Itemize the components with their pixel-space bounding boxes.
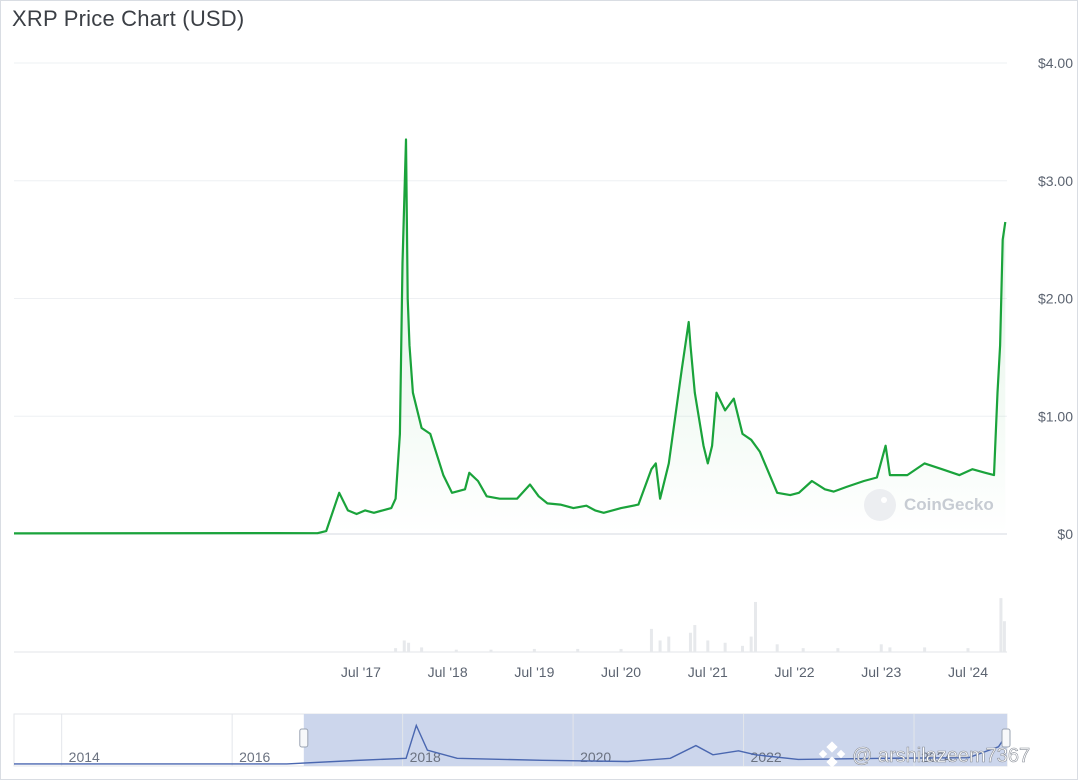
price-line[interactable] [13, 138, 1007, 535]
volume-bar [576, 648, 580, 652]
volume-bar [740, 645, 744, 652]
volume-bar [723, 642, 727, 652]
volume-bar [966, 648, 970, 652]
navigator-left-handle[interactable] [299, 728, 309, 748]
navigator-selected-range [303, 714, 1007, 766]
x-tick-label: Jul '24 [948, 664, 988, 680]
volume-bar [693, 625, 697, 652]
grid-lines [14, 62, 1007, 653]
x-tick-label: Jul '17 [341, 664, 381, 680]
volume-bar [749, 636, 753, 652]
volume-bar [658, 640, 662, 652]
volume-bar [1002, 621, 1006, 652]
volume-bar [923, 647, 927, 652]
volume-bar [879, 644, 883, 652]
volume-bar [999, 598, 1003, 652]
x-tick-label: Jul '21 [688, 664, 728, 680]
navigator-tick-label: 2016 [239, 749, 270, 765]
y-tick-label: $3.00 [1038, 173, 1073, 189]
overlay-watermark-text: @ arshilazeem7367 [852, 745, 1030, 767]
y-tick-label: $0 [1057, 526, 1073, 542]
navigator-tick-label: 2018 [410, 749, 441, 765]
navigator-tick-label: 2024 [921, 749, 952, 765]
volume-bar [667, 636, 671, 652]
overlay-watermark: @ arshilazeem7367 [818, 741, 1030, 768]
y-axis-ticks: $4.00 $3.00 $2.00 $1.00 $0 [1038, 55, 1073, 542]
navigator-line [14, 723, 1008, 765]
volume-bar [801, 648, 805, 652]
volume-bar [454, 649, 458, 652]
volume-bar [489, 649, 493, 652]
x-tick-label: Jul '23 [861, 664, 901, 680]
y-tick-label: $4.00 [1038, 55, 1073, 71]
chart-title: XRP Price Chart (USD) [12, 6, 245, 31]
volume-bar [753, 601, 757, 652]
volume-bar [706, 640, 710, 652]
volume-bar [888, 647, 892, 652]
navigator-tick-label: 2020 [580, 749, 611, 765]
coingecko-watermark: CoinGecko [864, 489, 994, 521]
x-axis-ticks: Jul '17 Jul '18 Jul '19 Jul '20 Jul '21 Jul '… [341, 664, 988, 680]
volume-bar [688, 632, 692, 652]
volume-bar [394, 648, 398, 652]
price-area [14, 139, 1006, 534]
y-tick-label: $2.00 [1038, 291, 1073, 307]
volume-bar [420, 647, 424, 652]
volume-bar [407, 642, 411, 652]
coingecko-logo-icon [864, 489, 896, 521]
navigator-tick-label: 2022 [751, 749, 782, 765]
x-tick-label: Jul '20 [601, 664, 641, 680]
binance-logo-icon [818, 741, 846, 768]
volume-bar [532, 648, 536, 652]
x-tick-label: Jul '19 [514, 664, 554, 680]
volume-bar [619, 648, 623, 652]
volume-bars [394, 598, 1006, 652]
volume-bar [402, 640, 406, 652]
x-tick-label: Jul '22 [775, 664, 815, 680]
volume-bar [649, 628, 653, 652]
y-tick-label: $1.00 [1038, 408, 1073, 424]
coingecko-eye-icon [881, 497, 887, 503]
price-line-series[interactable] [13, 138, 1007, 535]
coingecko-label: CoinGecko [904, 495, 994, 514]
navigator-tick-label: 2014 [69, 749, 100, 765]
navigator-right-handle[interactable] [1001, 728, 1011, 748]
x-tick-label: Jul '18 [428, 664, 468, 680]
volume-bar [836, 648, 840, 652]
price-area-fill [14, 139, 1006, 534]
volume-bar [775, 644, 779, 652]
